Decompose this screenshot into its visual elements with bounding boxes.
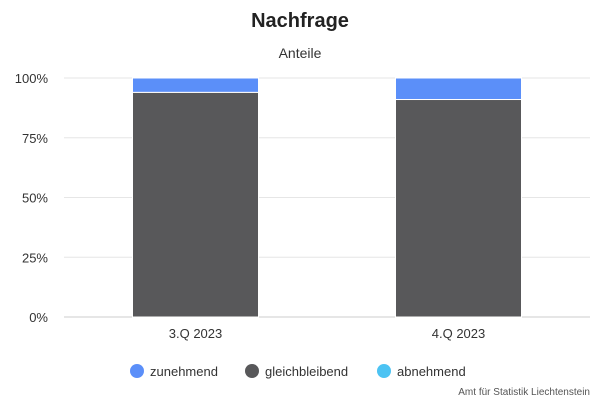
legend-label: gleichbleibend [265,364,348,379]
y-tick-label: 0% [29,310,48,325]
y-axis: 0% 25% 50% 75% 100% [15,71,49,325]
legend-marker [377,364,391,378]
x-tick-label: 3.Q 2023 [169,326,223,341]
y-tick-label: 75% [22,131,48,146]
legend-marker [130,364,144,378]
chart-subtitle: Anteile [279,45,322,61]
bar-zunehmend [132,77,259,93]
y-tick-label: 50% [22,191,48,206]
credit: Amt für Statistik Liechtenstein [458,387,590,398]
legend: zunehmend gleichbleibend abnehmend [130,364,466,379]
bar-gleichbleibend [132,91,259,318]
bar-gleichbleibend [395,99,522,318]
bar-zunehmend [395,77,522,101]
legend-label: zunehmend [150,364,218,379]
chart-title: Nachfrage [251,10,349,32]
x-axis: 3.Q 2023 4.Q 2023 [169,326,486,341]
legend-label: abnehmend [397,364,466,379]
y-tick-label: 25% [22,250,48,265]
x-tick-label: 4.Q 2023 [432,326,486,341]
bars [132,77,522,318]
y-tick-label: 100% [15,71,49,86]
legend-marker [245,364,259,378]
